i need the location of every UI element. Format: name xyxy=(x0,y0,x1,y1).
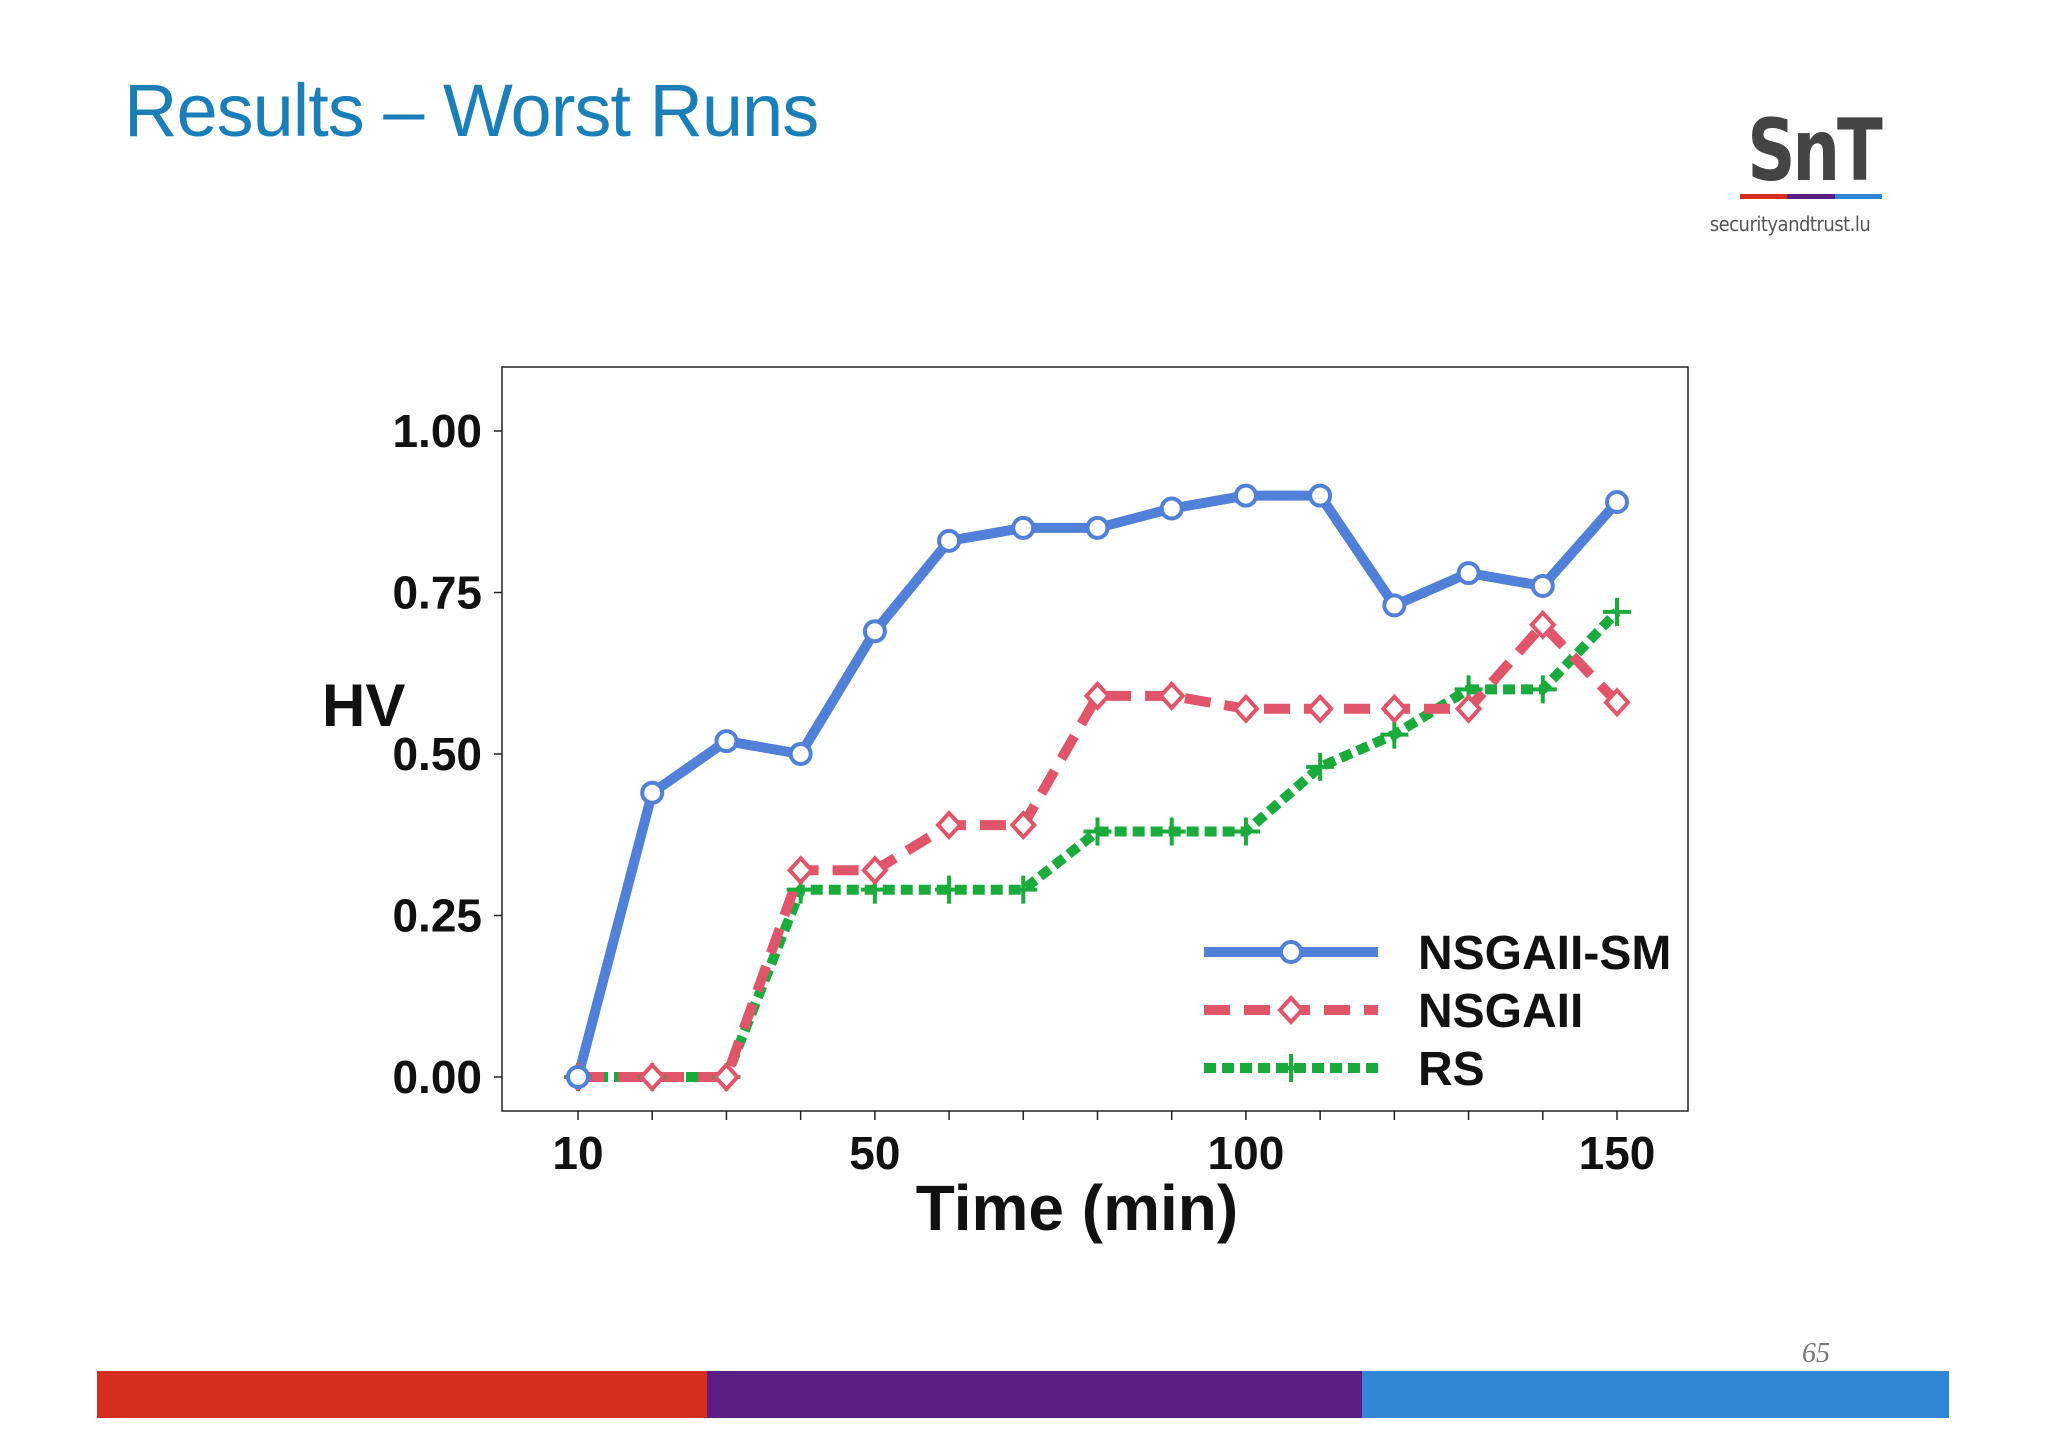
x-tick-label: 10 xyxy=(552,1127,603,1179)
point-rs xyxy=(1083,817,1112,846)
y-axis-label: HV xyxy=(322,672,405,739)
point-rs xyxy=(935,875,964,904)
point-nsgaii xyxy=(1380,693,1409,724)
point-legend-rs xyxy=(1277,1054,1305,1082)
point-nsgaii xyxy=(1306,693,1334,724)
point-nsgaii xyxy=(712,1062,741,1092)
point-nsgaii-sm xyxy=(714,729,739,754)
point-nsgaii-sm xyxy=(1456,561,1481,586)
plot-frame xyxy=(501,366,1689,1112)
footer-bar-blue xyxy=(1362,1371,1949,1418)
point-nsgaii-sm xyxy=(1233,483,1258,508)
legend-label: NSGAII xyxy=(1418,985,1583,1038)
x-tick-label: 50 xyxy=(849,1127,900,1179)
point-rs xyxy=(1306,752,1335,781)
point-rs xyxy=(1528,675,1557,704)
point-nsgaii xyxy=(861,855,889,886)
point-rs xyxy=(1380,720,1409,749)
point-rs xyxy=(1157,817,1186,846)
point-nsgaii-sm xyxy=(1308,483,1333,508)
y-tick-label: 0.50 xyxy=(392,728,482,780)
footer-color-bar xyxy=(97,1371,1949,1418)
point-nsgaii-sm xyxy=(788,742,813,766)
legend-label: RS xyxy=(1418,1043,1485,1096)
point-rs xyxy=(1231,817,1260,846)
x-axis-label: Time (min) xyxy=(916,1172,1238,1244)
x-tick-label: 150 xyxy=(1579,1127,1656,1179)
y-tick-label: 1.00 xyxy=(392,405,482,457)
point-nsgaii xyxy=(1603,687,1631,718)
point-nsgaii xyxy=(1083,680,1112,711)
point-nsgaii-sm xyxy=(1011,515,1036,540)
point-nsgaii xyxy=(1232,693,1260,724)
point-nsgaii xyxy=(638,1062,666,1092)
point-nsgaii-sm xyxy=(937,528,962,553)
point-nsgaii-sm xyxy=(1530,574,1555,599)
point-legend-nsgaii-sm xyxy=(1279,940,1303,964)
footer-bar-purple xyxy=(707,1371,1362,1418)
y-tick-label: 0.75 xyxy=(392,567,482,619)
y-tick-label: 0.25 xyxy=(392,890,482,942)
page-number: 65 xyxy=(1802,1338,1830,1369)
snt-logo: SnT securityandtrust.lu xyxy=(1690,108,1890,248)
x-tick-label: 100 xyxy=(1208,1127,1285,1179)
point-nsgaii-sm xyxy=(1382,593,1407,618)
logo-bar-blue xyxy=(1834,194,1882,199)
point-nsgaii-sm xyxy=(1085,515,1110,540)
point-legend-nsgaii xyxy=(1277,995,1305,1025)
slide-title: Results – Worst Runs xyxy=(124,69,819,152)
legend-label: NSGAII-SM xyxy=(1418,927,1671,980)
point-nsgaii xyxy=(1009,810,1038,841)
series-line-nsgaii xyxy=(578,619,1621,1082)
point-nsgaii-sm xyxy=(566,1065,590,1089)
point-nsgaii xyxy=(1454,693,1483,724)
point-nsgaii-sm xyxy=(1605,490,1629,515)
point-nsgaii-sm xyxy=(640,780,665,805)
point-nsgaii xyxy=(786,855,815,886)
logo-bar-purple xyxy=(1787,194,1835,199)
logo-color-bars xyxy=(1740,194,1882,199)
point-rs xyxy=(1009,875,1038,904)
footer-bar-red xyxy=(97,1371,707,1418)
point-nsgaii xyxy=(1157,680,1186,711)
point-nsgaii-sm xyxy=(1159,496,1184,521)
point-nsgaii-sm xyxy=(862,619,887,644)
y-tick-label: 0.00 xyxy=(392,1051,482,1103)
point-rs xyxy=(1603,597,1631,626)
point-nsgaii xyxy=(1529,609,1557,640)
point-nsgaii xyxy=(935,810,963,841)
logo-url: securityandtrust.lu xyxy=(1709,212,1871,236)
logo-bar-red xyxy=(1740,194,1788,199)
